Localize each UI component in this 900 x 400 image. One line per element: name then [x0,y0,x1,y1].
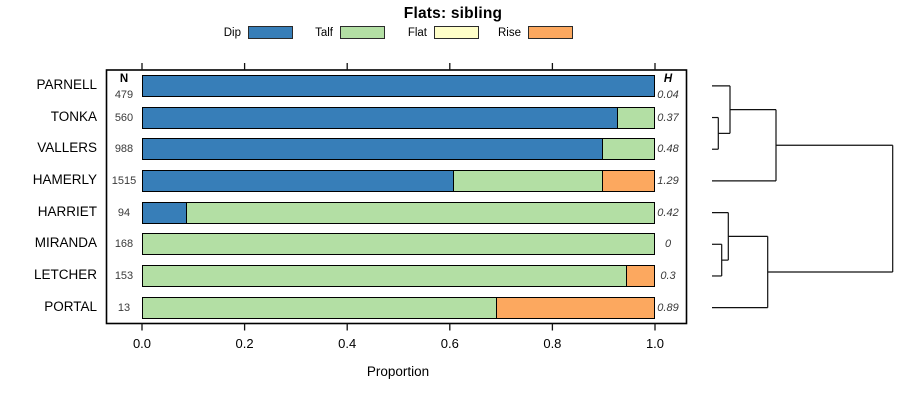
bar-segment-talf [186,202,654,223]
stacked-bar-tonka [142,106,655,129]
bar-segment-dip [143,75,654,96]
legend-swatch-flat [434,26,479,39]
h-value: 0.04 [657,88,679,101]
x-tick-label: 0.6 [440,335,459,351]
h-value: 0 [664,238,672,251]
chart-title: Flats: sibling [403,5,503,22]
row-label-portal: PORTAL [44,298,97,314]
stacked-bar-portal [142,296,655,319]
bar-segment-dip [143,107,618,128]
h-value: 0.42 [657,206,679,219]
bar-segment-talf [143,234,654,255]
x-tick-label: 1.0 [645,335,665,351]
legend-label-dip: Dip [223,27,241,39]
x-tick-label: 0.8 [543,335,562,351]
h-column-header: H [663,73,673,85]
n-value: 168 [114,238,134,251]
stacked-bar-letcher [142,264,655,287]
bar-segment-rise [495,297,654,318]
h-value: 0.89 [657,301,679,314]
legend-label-flat: Flat [407,27,427,39]
x-tick-label: 0.4 [338,335,357,351]
h-value: 0.37 [657,111,679,124]
stacked-bar-miranda [142,233,655,256]
h-value: 1.29 [657,174,679,187]
n-value: 1515 [111,174,137,187]
row-label-parnell: PARNELL [36,76,97,92]
bar-segment-talf [617,107,654,128]
row-label-tonka: TONKA [50,108,97,124]
legend-label-talf: Talf [315,27,333,39]
x-tick-label: 0.0 [132,335,152,351]
stacked-bar-parnell [142,74,655,97]
n-value: 153 [114,269,134,282]
legend-label-rise: Rise [497,27,521,39]
legend-swatch-rise [528,26,573,39]
x-axis-title: Proportion [366,364,430,379]
row-label-vallers: VALLERS [37,140,97,156]
n-value: 560 [114,111,134,124]
plot-box [105,69,688,325]
bar-segment-talf [143,297,496,318]
bar-segment-dip [143,202,187,223]
bar-segment-talf [143,265,626,286]
n-value: 988 [114,143,134,156]
row-label-harriet: HARRIET [37,203,97,219]
bar-segment-talf [601,139,654,160]
bar-segment-rise [602,170,654,191]
stacked-bar-harriet [142,201,655,224]
row-label-miranda: MIRANDA [34,235,97,251]
stacked-bar-hamerly [142,169,655,192]
bar-segment-dip [143,170,454,191]
legend-swatch-dip [248,26,293,39]
legend-swatch-talf [340,26,385,39]
h-value: 0.3 [660,269,676,282]
bar-segment-dip [143,139,602,160]
x-tick-label: 0.2 [235,335,254,351]
n-value: 479 [114,88,134,101]
row-label-hamerly: HAMERLY [32,171,97,187]
h-value: 0.48 [657,143,679,156]
n-value: 94 [117,206,131,219]
bar-segment-talf [453,170,603,191]
n-value: 13 [117,301,131,314]
stacked-bar-vallers [142,138,655,161]
bar-segment-rise [625,265,654,286]
n-column-header: N [119,73,129,85]
row-label-letcher: LETCHER [33,266,97,282]
